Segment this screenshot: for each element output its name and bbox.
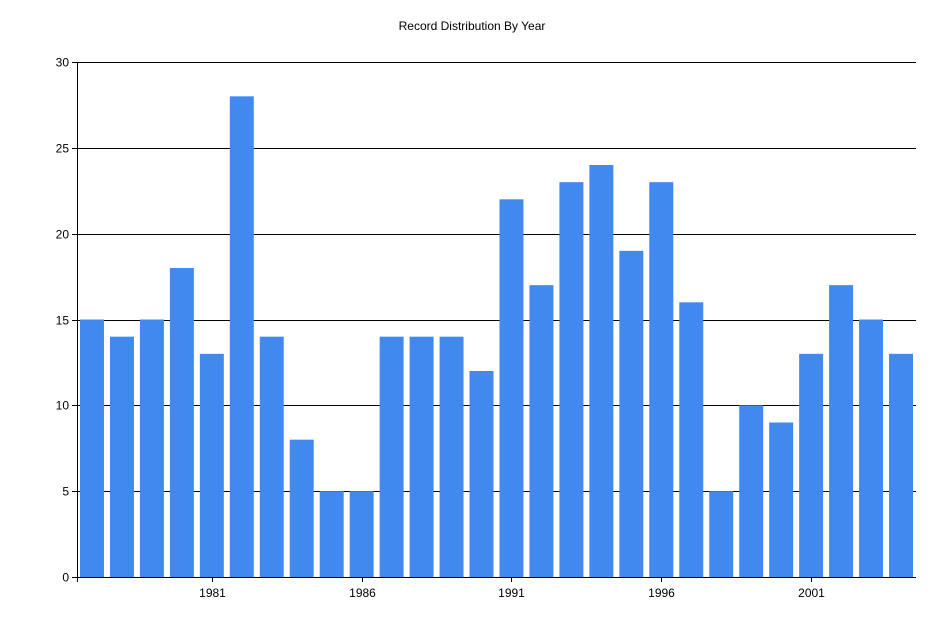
bar-1978 xyxy=(109,336,134,577)
bar-1998 xyxy=(709,491,734,577)
bar-1986 xyxy=(349,491,374,577)
bars xyxy=(79,96,914,578)
bar-1996 xyxy=(649,182,674,577)
y-tick-label: 10 xyxy=(56,399,70,413)
bar-2001 xyxy=(799,353,824,577)
bar-1989 xyxy=(439,336,464,577)
bar-1981 xyxy=(199,353,224,577)
bar-1999 xyxy=(739,405,764,577)
bar-1979 xyxy=(139,319,164,577)
bar-2003 xyxy=(859,319,884,577)
y-axis-ticks: 0 5 10 15 20 25 30 xyxy=(56,56,77,585)
bar-2004 xyxy=(889,353,914,577)
y-tick-label: 25 xyxy=(56,142,70,156)
bar-1988 xyxy=(409,336,434,577)
y-tick-label: 20 xyxy=(56,228,70,242)
x-tick-label: 1991 xyxy=(498,586,525,600)
bar-1982 xyxy=(229,96,254,577)
bar-1985 xyxy=(319,491,344,577)
chart-title: Record Distribution By Year xyxy=(399,19,546,33)
bar-1993 xyxy=(559,182,584,577)
bar-1980 xyxy=(169,268,194,577)
bar-1984 xyxy=(289,439,314,577)
bar-1983 xyxy=(259,336,284,577)
x-tick-label: 1986 xyxy=(349,586,376,600)
bar-2000 xyxy=(769,422,794,577)
bar-2002 xyxy=(829,285,854,577)
bar-1997 xyxy=(679,302,704,577)
y-tick-label: 30 xyxy=(56,56,70,70)
bar-1977 xyxy=(79,319,104,577)
y-tick-label: 0 xyxy=(62,571,69,585)
bar-1990 xyxy=(469,371,494,577)
bar-1991 xyxy=(499,199,524,578)
x-tick-label: 1981 xyxy=(199,586,226,600)
x-tick-label: 1996 xyxy=(648,586,675,600)
x-tick-label: 2001 xyxy=(798,586,825,600)
bar-1994 xyxy=(589,165,614,577)
y-tick-label: 15 xyxy=(56,314,70,328)
bar-1995 xyxy=(619,250,644,578)
bar-1987 xyxy=(379,336,404,577)
bar-1992 xyxy=(529,285,554,577)
y-tick-label: 5 xyxy=(62,485,69,499)
x-axis-ticks: 1981 1986 1991 1996 2001 xyxy=(199,577,825,600)
